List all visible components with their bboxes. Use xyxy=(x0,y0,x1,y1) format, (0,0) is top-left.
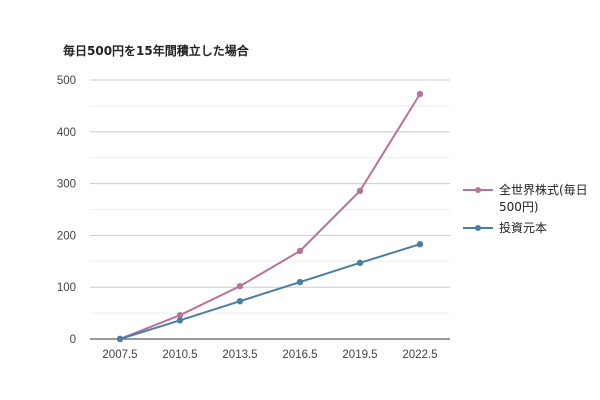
data-point xyxy=(116,335,124,343)
y-tick-label: 100 xyxy=(57,282,76,294)
data-point xyxy=(356,187,364,195)
x-tick-label: 2022.5 xyxy=(402,349,437,361)
y-tick-label: 0 xyxy=(70,334,76,346)
y-tick-label: 500 xyxy=(57,75,76,87)
y-tick-label: 200 xyxy=(57,230,76,242)
data-point xyxy=(416,241,424,248)
chart-title: 毎日500円を15年間積立した場合 xyxy=(63,44,249,58)
series-line xyxy=(119,243,421,340)
x-tick-label: 2013.5 xyxy=(222,349,257,361)
legend-swatch xyxy=(463,225,493,231)
series-lines xyxy=(116,90,424,343)
series-line xyxy=(119,93,421,340)
data-point xyxy=(356,259,364,267)
data-point xyxy=(236,297,244,305)
legend-label: 投資元本 xyxy=(499,221,548,235)
y-tick-label: 300 xyxy=(57,179,76,191)
legend-label: 全世界株式(毎日500円) xyxy=(499,183,588,214)
data-point xyxy=(296,278,304,286)
legend-swatch xyxy=(463,187,493,193)
gridlines xyxy=(90,79,450,340)
data-point xyxy=(176,311,184,319)
data-point xyxy=(176,317,184,324)
data-point xyxy=(416,90,424,98)
x-axis-ticks: 2007.5 2010.5 2013.5 2016.5 2019.5 2022.5 xyxy=(102,349,437,361)
x-tick-label: 2016.5 xyxy=(282,349,317,361)
x-tick-label: 2010.5 xyxy=(162,349,197,361)
data-point xyxy=(296,247,304,255)
x-tick-label: 2007.5 xyxy=(102,349,137,361)
data-point xyxy=(236,282,244,290)
x-tick-label: 2019.5 xyxy=(342,349,377,361)
y-axis-ticks: 0 100 200 300 400 500 xyxy=(57,75,76,346)
y-tick-label: 400 xyxy=(57,127,76,139)
